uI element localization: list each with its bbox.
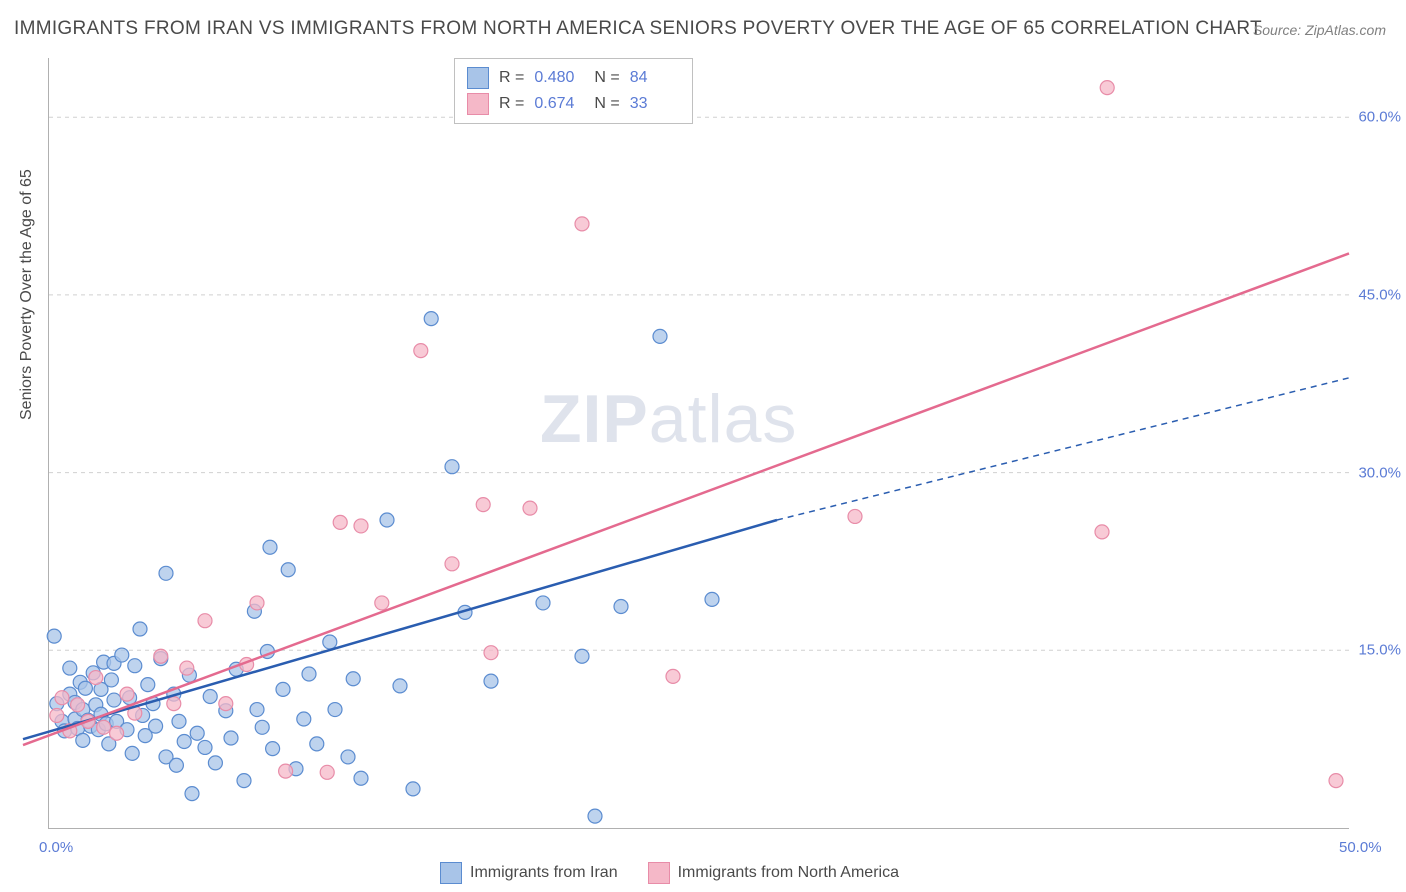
stats-box: R = 0.480 N = 84 R = 0.674 N = 33 (454, 58, 693, 124)
bottom-legend: Immigrants from Iran Immigrants from Nor… (440, 862, 899, 884)
x-tick-label: 0.0% (39, 839, 73, 856)
n-label: N = (594, 95, 619, 113)
legend-label-1: Immigrants from Iran (470, 864, 618, 882)
r-label: R = (499, 69, 524, 87)
legend-label-2: Immigrants from North America (678, 864, 899, 882)
x-tick-label: 50.0% (1339, 839, 1382, 856)
n-label: N = (594, 69, 619, 87)
source-label: Source: ZipAtlas.com (1253, 22, 1386, 38)
n-value-1: 84 (630, 69, 680, 87)
legend-item-iran: Immigrants from Iran (440, 862, 618, 884)
n-value-2: 33 (630, 95, 680, 113)
swatch-iran (440, 862, 462, 884)
y-tick-label: 30.0% (1358, 464, 1401, 481)
y-axis-label: Seniors Poverty Over the Age of 65 (18, 169, 36, 420)
y-tick-label: 60.0% (1358, 109, 1401, 126)
stats-row-2: R = 0.674 N = 33 (467, 91, 680, 117)
r-label: R = (499, 95, 524, 113)
r-value-1: 0.480 (534, 69, 584, 87)
chart-title: IMMIGRANTS FROM IRAN VS IMMIGRANTS FROM … (14, 18, 1262, 40)
chart-area: 15.0%30.0%45.0%60.0%0.0%50.0% (48, 58, 1349, 829)
r-value-2: 0.674 (534, 95, 584, 113)
scatter-plot-svg (49, 58, 1349, 828)
stats-row-1: R = 0.480 N = 84 (467, 65, 680, 91)
y-tick-label: 45.0% (1358, 286, 1401, 303)
swatch-na (467, 93, 489, 115)
legend-item-na: Immigrants from North America (648, 862, 899, 884)
swatch-iran (467, 67, 489, 89)
y-tick-label: 15.0% (1358, 642, 1401, 659)
swatch-na (648, 862, 670, 884)
